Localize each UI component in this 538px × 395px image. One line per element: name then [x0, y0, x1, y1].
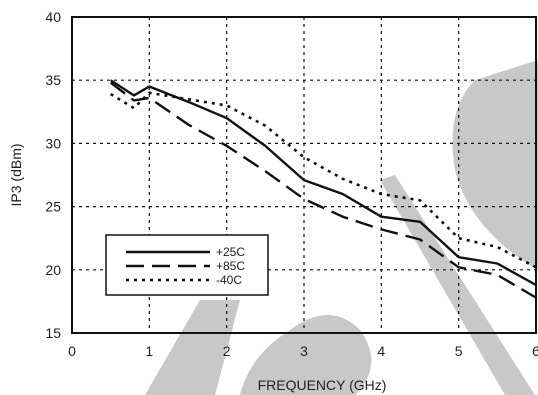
- series-line: [110, 79, 537, 287]
- y-tick-label: 30: [45, 135, 61, 151]
- watermark-shape: [452, 60, 538, 270]
- x-axis-label: FREQUENCY (GHz): [258, 377, 387, 393]
- y-tick-label: 40: [45, 9, 61, 25]
- tick-labels: 0 1 2 3 4 5 6 15 20 25 30 35 40: [45, 9, 538, 359]
- legend-label: -40C: [216, 273, 242, 287]
- series-line: [110, 91, 537, 269]
- legend-label: +25C: [216, 245, 245, 259]
- x-tick-label: 5: [455, 343, 463, 359]
- series-line: [109, 81, 537, 299]
- legend: +25C+85C-40C: [105, 234, 269, 296]
- x-tick-label: 2: [223, 343, 231, 359]
- x-tick-label: 0: [68, 343, 76, 359]
- x-tick-label: 1: [145, 343, 153, 359]
- x-tick-label: 6: [532, 343, 538, 359]
- x-tick-label: 4: [377, 343, 385, 359]
- watermark-shape: [240, 315, 372, 395]
- plot-frame: [71, 16, 537, 334]
- y-tick-label: 20: [45, 262, 61, 278]
- legend-label: +85C: [216, 259, 245, 273]
- y-tick-label: 35: [45, 72, 61, 88]
- x-tick-label: 3: [300, 343, 308, 359]
- y-tick-label: 25: [45, 199, 61, 215]
- watermark-shape: [380, 175, 535, 395]
- watermark: [145, 60, 538, 395]
- y-axis-label: IP3 (dBm): [8, 143, 24, 206]
- series-layer: [109, 79, 537, 299]
- watermark-shape: [145, 300, 240, 395]
- y-tick-label: 15: [45, 325, 61, 341]
